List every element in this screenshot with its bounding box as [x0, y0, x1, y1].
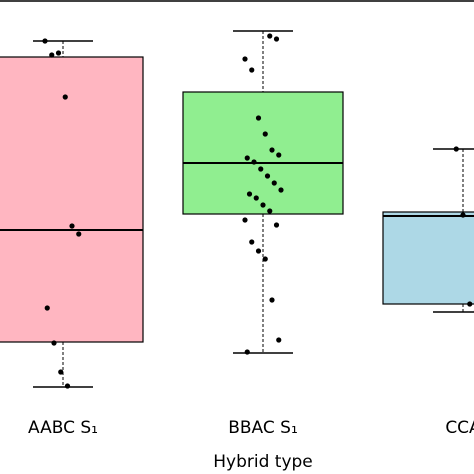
- x-axis-label: Hybrid type: [213, 452, 313, 472]
- data-point: [249, 239, 255, 245]
- data-point: [255, 115, 262, 121]
- data-point: [273, 222, 280, 228]
- data-point: [69, 223, 75, 229]
- data-point: [262, 256, 268, 262]
- x-tick-label: AABC S₁: [28, 418, 98, 438]
- data-point: [251, 159, 257, 165]
- data-point: [276, 152, 282, 158]
- data-point: [260, 202, 266, 208]
- data-point: [58, 369, 64, 375]
- data-point: [271, 180, 277, 186]
- data-point: [242, 56, 248, 62]
- data-point: [267, 208, 273, 214]
- data-point: [44, 305, 50, 311]
- data-point: [242, 217, 248, 223]
- box: [0, 56, 144, 343]
- data-point: [460, 212, 466, 218]
- data-point: [244, 349, 250, 355]
- data-point: [249, 67, 255, 73]
- data-point: [55, 50, 62, 56]
- box: [382, 211, 474, 305]
- data-point: [62, 94, 68, 100]
- data-point: [269, 297, 275, 303]
- data-point: [467, 301, 473, 307]
- data-point: [76, 231, 82, 237]
- data-point: [262, 131, 268, 137]
- box: [182, 91, 344, 215]
- data-point: [273, 36, 280, 42]
- data-point: [42, 38, 48, 44]
- data-point: [269, 147, 275, 153]
- data-point: [244, 155, 250, 161]
- data-point: [267, 33, 273, 39]
- data-point: [253, 195, 259, 201]
- data-point: [258, 166, 264, 172]
- data-point: [246, 191, 253, 197]
- data-point: [51, 340, 57, 346]
- data-point: [255, 248, 262, 254]
- x-tick-label: BBAC S₁: [228, 418, 298, 438]
- data-point: [453, 146, 459, 152]
- data-point: [64, 383, 71, 389]
- data-point: [264, 173, 271, 179]
- x-tick-label: CCA: [445, 418, 474, 438]
- data-point: [276, 337, 282, 343]
- data-point: [278, 187, 284, 193]
- data-point: [49, 52, 55, 58]
